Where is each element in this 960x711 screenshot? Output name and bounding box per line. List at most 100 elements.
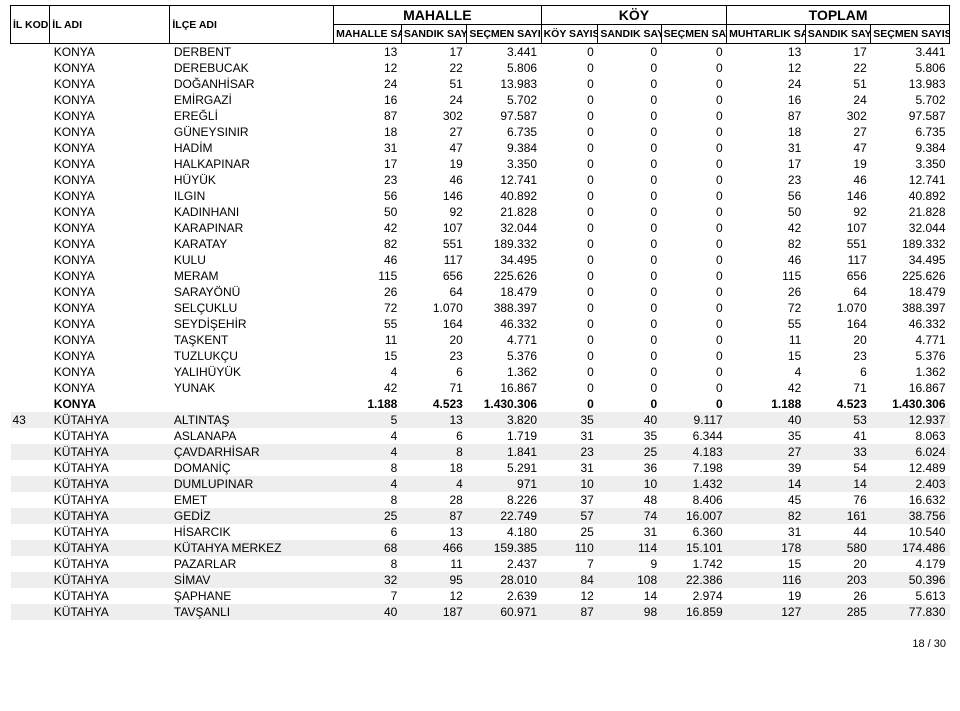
table-row: KONYAKULU4611734.4950004611734.495 (11, 252, 950, 268)
cell-v7: 656 (805, 268, 871, 284)
cell-v6: 115 (727, 268, 806, 284)
cell-v0: 25 (334, 508, 402, 524)
cell-v1: 117 (401, 252, 467, 268)
cell-il-kodu (11, 428, 50, 444)
cell-v2: 5.291 (467, 460, 541, 476)
cell-v5: 0 (661, 348, 727, 364)
cell-v0: 6 (334, 524, 402, 540)
table-row: KÜTAHYAŞAPHANE7122.63912142.97419265.613 (11, 588, 950, 604)
cell-v3: 0 (541, 140, 598, 156)
cell-v7: 20 (805, 332, 871, 348)
cell-v5: 0 (661, 332, 727, 348)
table-row: KONYAYUNAK427116.867000427116.867 (11, 380, 950, 396)
cell-v5: 7.198 (661, 460, 727, 476)
cell-il-kodu (11, 380, 50, 396)
cell-v6: 15 (727, 348, 806, 364)
cell-v0: 7 (334, 588, 402, 604)
cell-v8: 174.486 (871, 540, 950, 556)
cell-v3: 7 (541, 556, 598, 572)
cell-v0: 13 (334, 44, 402, 61)
cell-il-adi: KONYA (50, 108, 170, 124)
cell-v4: 14 (598, 588, 661, 604)
cell-v8: 34.495 (871, 252, 950, 268)
cell-v4: 25 (598, 444, 661, 460)
cell-v5: 15.101 (661, 540, 727, 556)
cell-v2: 225.626 (467, 268, 541, 284)
cell-il-adi: KÜTAHYA (50, 476, 170, 492)
cell-v7: 107 (805, 220, 871, 236)
cell-v0: 18 (334, 124, 402, 140)
cell-v4: 0 (598, 396, 661, 412)
cell-v1: 64 (401, 284, 467, 300)
cell-v5: 0 (661, 124, 727, 140)
cell-v0: 56 (334, 188, 402, 204)
cell-il-kodu (11, 364, 50, 380)
cell-ilce-adi: YUNAK (170, 380, 334, 396)
page-footer: 18 / 30 (912, 638, 946, 650)
cell-v6: 116 (727, 572, 806, 588)
cell-v8: 32.044 (871, 220, 950, 236)
table-row: KONYA1.1884.5231.430.3060001.1884.5231.4… (11, 396, 950, 412)
cell-v4: 0 (598, 364, 661, 380)
cell-v2: 18.479 (467, 284, 541, 300)
table-row: KONYATUZLUKÇU15235.37600015235.376 (11, 348, 950, 364)
cell-v6: 127 (727, 604, 806, 620)
cell-v5: 22.386 (661, 572, 727, 588)
cell-v5: 4.183 (661, 444, 727, 460)
col-t-sandik: SANDIK SAYISI (805, 25, 871, 44)
cell-v3: 0 (541, 332, 598, 348)
cell-il-kodu (11, 332, 50, 348)
cell-v6: 1.188 (727, 396, 806, 412)
cell-v8: 3.441 (871, 44, 950, 61)
cell-v8: 4.771 (871, 332, 950, 348)
cell-v3: 110 (541, 540, 598, 556)
cell-il-kodu (11, 204, 50, 220)
cell-v0: 5 (334, 412, 402, 428)
cell-v4: 36 (598, 460, 661, 476)
cell-v3: 0 (541, 236, 598, 252)
cell-v5: 0 (661, 172, 727, 188)
cell-v5: 0 (661, 396, 727, 412)
cell-il-adi: KONYA (50, 236, 170, 252)
table-row: KONYAEREĞLİ8730297.5870008730297.587 (11, 108, 950, 124)
cell-v6: 40 (727, 412, 806, 428)
cell-v4: 0 (598, 204, 661, 220)
cell-v3: 0 (541, 348, 598, 364)
cell-v6: 18 (727, 124, 806, 140)
cell-v6: 11 (727, 332, 806, 348)
cell-v1: 20 (401, 332, 467, 348)
cell-v1: 107 (401, 220, 467, 236)
cell-v1: 24 (401, 92, 467, 108)
cell-v3: 0 (541, 316, 598, 332)
col-t-secmen: SEÇMEN SAYISI (871, 25, 950, 44)
cell-il-adi: KONYA (50, 396, 170, 412)
cell-v0: 12 (334, 60, 402, 76)
cell-v2: 1.719 (467, 428, 541, 444)
cell-v8: 16.632 (871, 492, 950, 508)
cell-v8: 5.702 (871, 92, 950, 108)
cell-v8: 12.489 (871, 460, 950, 476)
cell-v1: 18 (401, 460, 467, 476)
table-row: KONYAKARAPINAR4210732.0440004210732.044 (11, 220, 950, 236)
cell-v4: 0 (598, 172, 661, 188)
cell-v8: 18.479 (871, 284, 950, 300)
cell-ilce-adi: EMET (170, 492, 334, 508)
cell-v3: 0 (541, 380, 598, 396)
cell-il-adi: KÜTAHYA (50, 572, 170, 588)
cell-ilce-adi: DERBENT (170, 44, 334, 61)
table-row: KONYAGÜNEYSINIR18276.73500018276.735 (11, 124, 950, 140)
cell-ilce-adi: YALIHÜYÜK (170, 364, 334, 380)
cell-v7: 53 (805, 412, 871, 428)
cell-ilce-adi: KULU (170, 252, 334, 268)
cell-v1: 27 (401, 124, 467, 140)
cell-v6: 87 (727, 108, 806, 124)
cell-ilce-adi: SELÇUKLU (170, 300, 334, 316)
cell-v1: 12 (401, 588, 467, 604)
cell-v2: 46.332 (467, 316, 541, 332)
cell-il-adi: KÜTAHYA (50, 428, 170, 444)
cell-v2: 40.892 (467, 188, 541, 204)
cell-v8: 77.830 (871, 604, 950, 620)
cell-v8: 1.430.306 (871, 396, 950, 412)
cell-ilce-adi: EMİRGAZİ (170, 92, 334, 108)
table-row: KONYAEMİRGAZİ16245.70200016245.702 (11, 92, 950, 108)
